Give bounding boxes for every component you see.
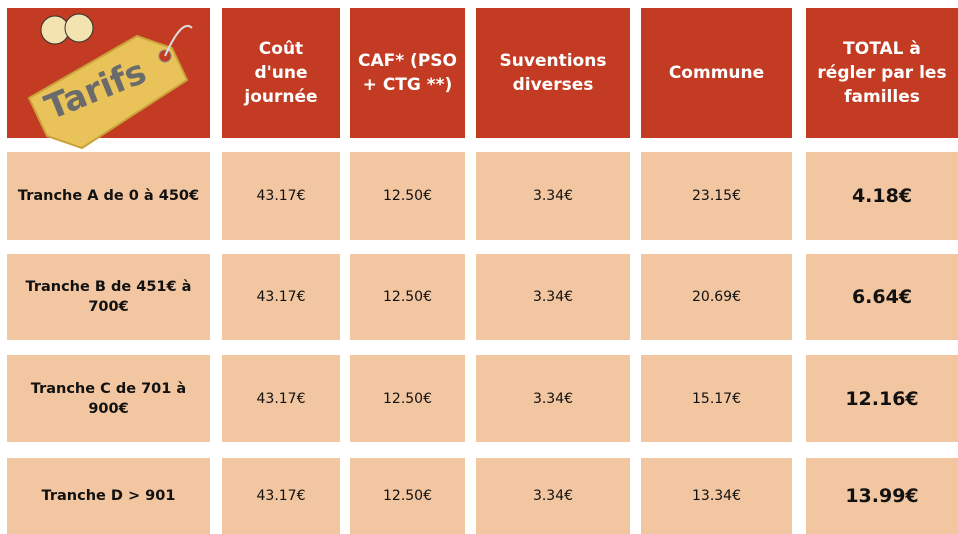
column-header: Coût d'une journée	[222, 8, 340, 138]
table-cell: 12.50€	[350, 254, 465, 340]
column-header: TOTAL à régler par les familles	[806, 8, 958, 138]
table-cell: 12.50€	[350, 458, 465, 534]
column-header: CAF* (PSO + CTG **)	[350, 8, 465, 138]
page: Tarifs Coût d'une journéeCAF* (PSO + CTG…	[0, 0, 958, 534]
table-cell: 43.17€	[222, 355, 340, 442]
table-cell: 3.34€	[476, 458, 630, 534]
row-label: Tranche C de 701 à 900€	[7, 355, 210, 442]
table-cell: 3.34€	[476, 355, 630, 442]
table-cell: 12.50€	[350, 152, 465, 240]
table-cell: 15.17€	[641, 355, 792, 442]
table-cell: 43.17€	[222, 254, 340, 340]
table-cell: 43.17€	[222, 458, 340, 534]
logo: Tarifs	[7, 8, 210, 138]
row-label: Tranche B de 451€ à 700€	[7, 254, 210, 340]
row-label: Tranche D > 901	[7, 458, 210, 534]
table-cell: 12.50€	[350, 355, 465, 442]
column-header: Commune	[641, 8, 792, 138]
table-cell: 43.17€	[222, 152, 340, 240]
table-cell: 20.69€	[641, 254, 792, 340]
table-cell: 3.34€	[476, 254, 630, 340]
column-header: Suventions diverses	[476, 8, 630, 138]
total-cell: 12.16€	[806, 355, 958, 442]
table-cell: 13.34€	[641, 458, 792, 534]
table-cell: 23.15€	[641, 152, 792, 240]
total-cell: 4.18€	[806, 152, 958, 240]
total-cell: 13.99€	[806, 458, 958, 534]
total-cell: 6.64€	[806, 254, 958, 340]
table-cell: 3.34€	[476, 152, 630, 240]
row-label: Tranche A de 0 à 450€	[7, 152, 210, 240]
